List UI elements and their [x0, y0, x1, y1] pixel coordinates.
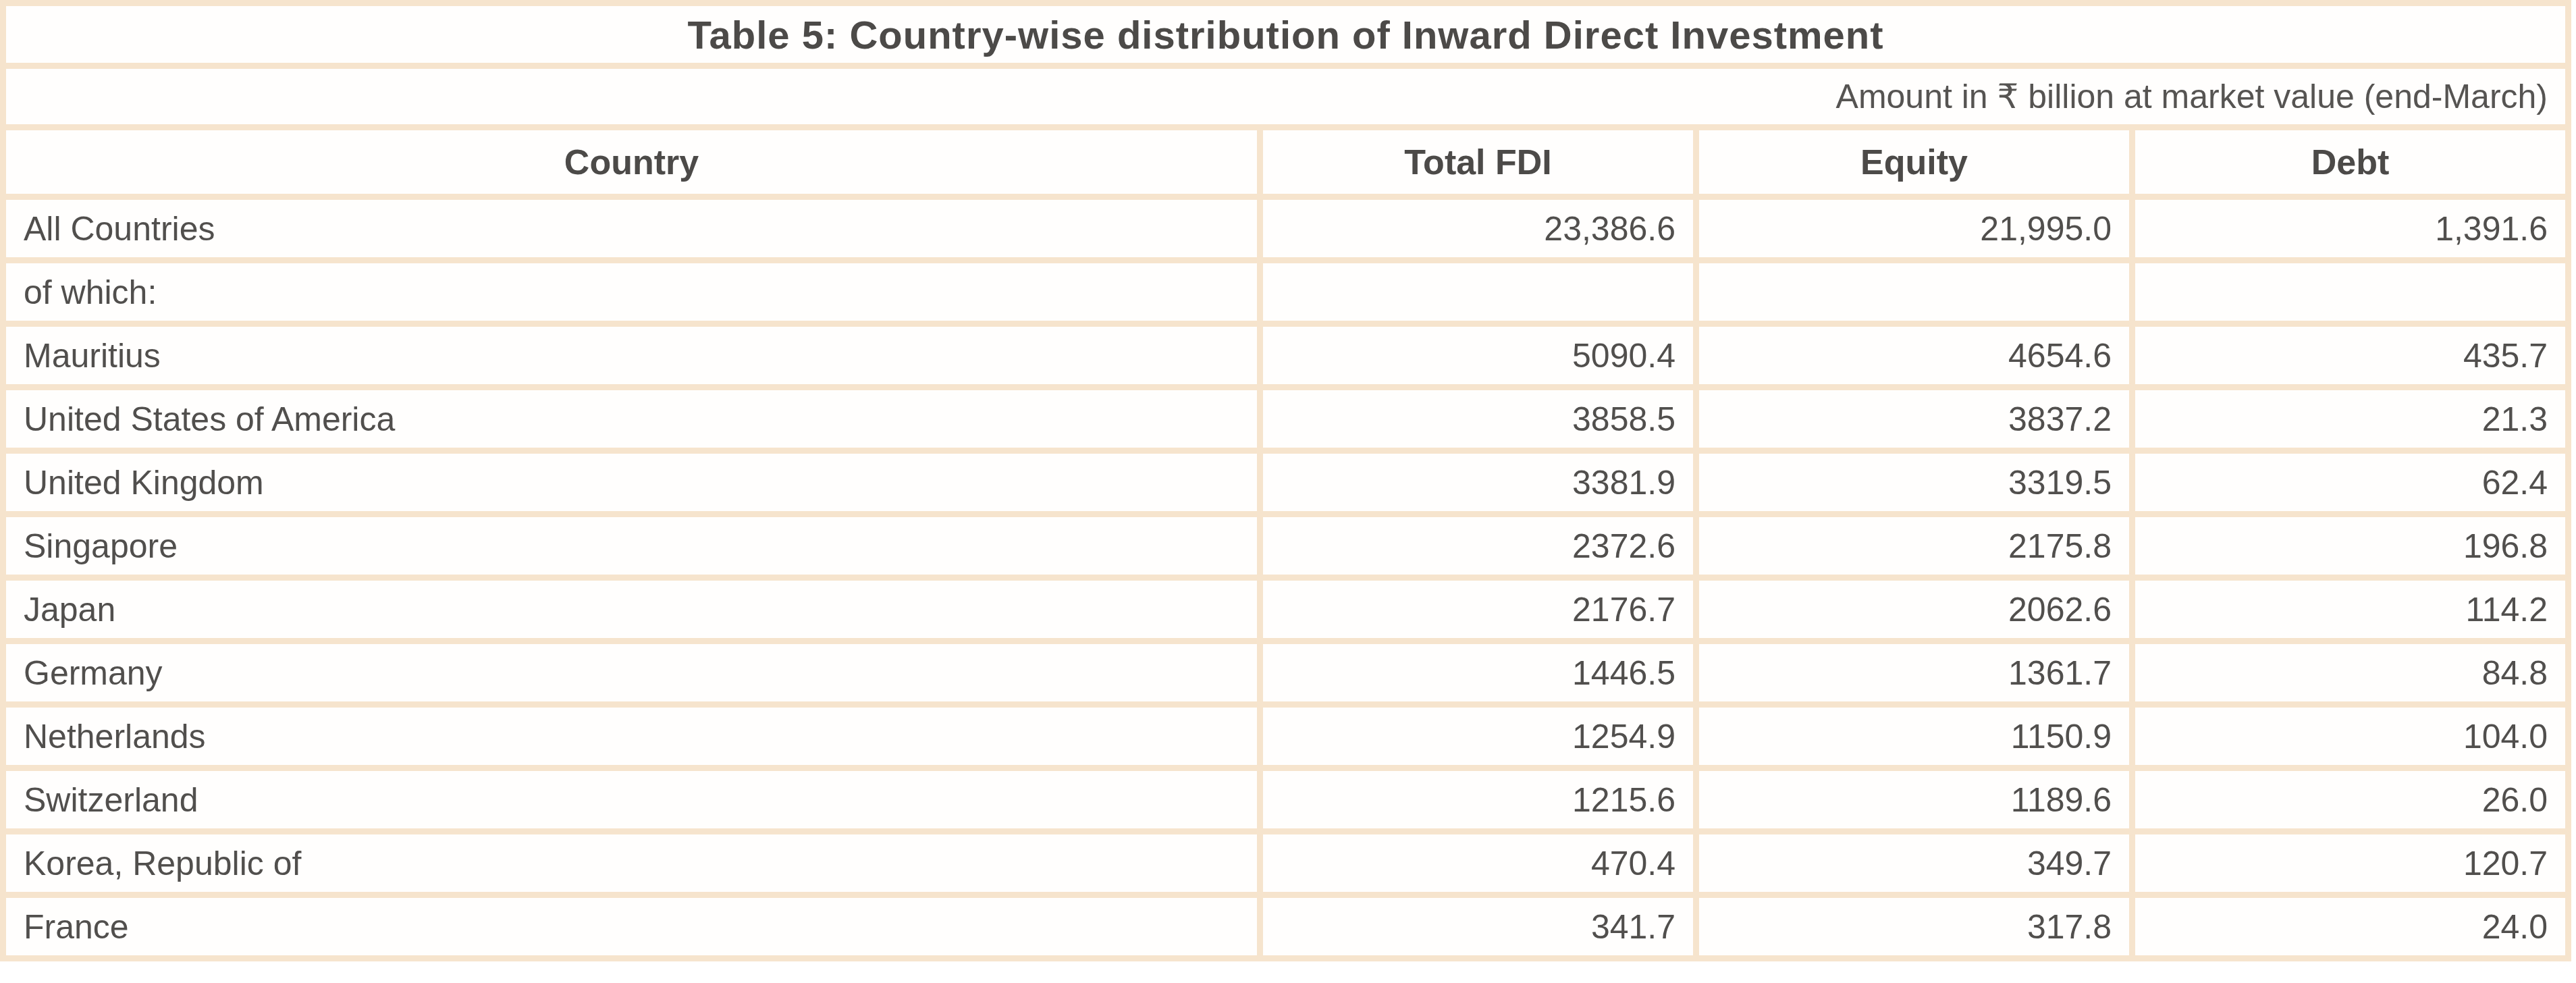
equity-cell: 21,995.0: [1696, 197, 2132, 261]
total-fdi-cell: [1260, 261, 1696, 324]
country-cell: of which:: [3, 261, 1260, 324]
table-row: Netherlands 1254.9 1150.9 104.0: [3, 705, 2569, 768]
table-header-row: Country Total FDI Equity Debt: [3, 128, 2569, 197]
table-row: All Countries 23,386.6 21,995.0 1,391.6: [3, 197, 2569, 261]
country-cell: United Kingdom: [3, 451, 1260, 514]
total-fdi-cell: 1215.6: [1260, 768, 1696, 832]
debt-cell: 435.7: [2132, 324, 2569, 388]
country-cell: France: [3, 895, 1260, 959]
document-page: Table 5: Country-wise distribution of In…: [0, 0, 2576, 983]
total-fdi-cell: 1254.9: [1260, 705, 1696, 768]
total-fdi-cell: 2176.7: [1260, 578, 1696, 641]
total-fdi-cell: 3858.5: [1260, 388, 1696, 451]
equity-cell: 4654.6: [1696, 324, 2132, 388]
country-cell: Switzerland: [3, 768, 1260, 832]
total-fdi-cell: 470.4: [1260, 832, 1696, 895]
equity-cell: 317.8: [1696, 895, 2132, 959]
country-cell: Netherlands: [3, 705, 1260, 768]
table-row: Japan 2176.7 2062.6 114.2: [3, 578, 2569, 641]
column-header-country: Country: [3, 128, 1260, 197]
equity-cell: 349.7: [1696, 832, 2132, 895]
equity-cell: 2175.8: [1696, 514, 2132, 578]
equity-cell: 1150.9: [1696, 705, 2132, 768]
equity-cell: 3319.5: [1696, 451, 2132, 514]
country-cell: Japan: [3, 578, 1260, 641]
country-cell: Germany: [3, 641, 1260, 705]
inward-fdi-table: Table 5: Country-wise distribution of In…: [0, 0, 2571, 961]
table-row: Korea, Republic of 470.4 349.7 120.7: [3, 832, 2569, 895]
equity-cell: 3837.2: [1696, 388, 2132, 451]
equity-cell: [1696, 261, 2132, 324]
debt-cell: 196.8: [2132, 514, 2569, 578]
equity-cell: 1189.6: [1696, 768, 2132, 832]
debt-cell: 114.2: [2132, 578, 2569, 641]
table-title-row: Table 5: Country-wise distribution of In…: [3, 3, 2569, 66]
debt-cell: [2132, 261, 2569, 324]
table-row: France 341.7 317.8 24.0: [3, 895, 2569, 959]
country-cell: Singapore: [3, 514, 1260, 578]
table-subtitle: Amount in ₹ billion at market value (end…: [3, 66, 2569, 128]
table-row: United Kingdom 3381.9 3319.5 62.4: [3, 451, 2569, 514]
debt-cell: 62.4: [2132, 451, 2569, 514]
table-row: United States of America 3858.5 3837.2 2…: [3, 388, 2569, 451]
country-cell: All Countries: [3, 197, 1260, 261]
table-subtitle-row: Amount in ₹ billion at market value (end…: [3, 66, 2569, 128]
country-cell: Mauritius: [3, 324, 1260, 388]
table-row: of which:: [3, 261, 2569, 324]
debt-cell: 120.7: [2132, 832, 2569, 895]
table-title: Table 5: Country-wise distribution of In…: [3, 3, 2569, 66]
column-header-total-fdi: Total FDI: [1260, 128, 1696, 197]
total-fdi-cell: 23,386.6: [1260, 197, 1696, 261]
column-header-equity: Equity: [1696, 128, 2132, 197]
debt-cell: 21.3: [2132, 388, 2569, 451]
country-cell: Korea, Republic of: [3, 832, 1260, 895]
equity-cell: 1361.7: [1696, 641, 2132, 705]
table-row: Switzerland 1215.6 1189.6 26.0: [3, 768, 2569, 832]
table-row: Singapore 2372.6 2175.8 196.8: [3, 514, 2569, 578]
column-header-debt: Debt: [2132, 128, 2569, 197]
total-fdi-cell: 2372.6: [1260, 514, 1696, 578]
total-fdi-cell: 341.7: [1260, 895, 1696, 959]
debt-cell: 84.8: [2132, 641, 2569, 705]
table-row: Germany 1446.5 1361.7 84.8: [3, 641, 2569, 705]
table-row: Mauritius 5090.4 4654.6 435.7: [3, 324, 2569, 388]
equity-cell: 2062.6: [1696, 578, 2132, 641]
debt-cell: 104.0: [2132, 705, 2569, 768]
total-fdi-cell: 1446.5: [1260, 641, 1696, 705]
debt-cell: 26.0: [2132, 768, 2569, 832]
country-cell: United States of America: [3, 388, 1260, 451]
debt-cell: 24.0: [2132, 895, 2569, 959]
total-fdi-cell: 3381.9: [1260, 451, 1696, 514]
total-fdi-cell: 5090.4: [1260, 324, 1696, 388]
debt-cell: 1,391.6: [2132, 197, 2569, 261]
